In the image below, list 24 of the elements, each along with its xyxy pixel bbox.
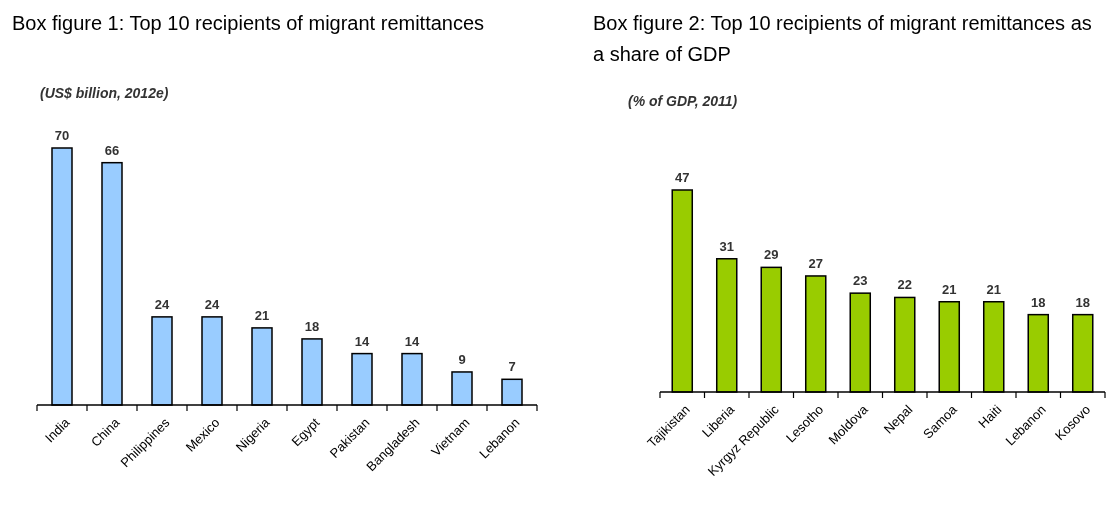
- data-label: 14: [404, 333, 420, 349]
- data-label: 66: [104, 142, 120, 158]
- chart-subtitle: (% of GDP, 2011): [628, 93, 738, 109]
- data-label: 29: [764, 247, 779, 263]
- data-label: 21: [254, 307, 270, 323]
- data-label: 47: [675, 170, 690, 185]
- data-label: 31: [719, 238, 734, 254]
- data-label: 21: [986, 281, 1001, 297]
- data-label: 22: [897, 277, 912, 293]
- data-label: 9: [458, 351, 466, 367]
- data-label: 70: [54, 128, 70, 143]
- data-label: 7: [508, 359, 516, 375]
- chart-title: Box figure 2: Top 10 recipients of migrant remittances as a share of GDP: [593, 12, 1092, 65]
- data-label: 21: [942, 281, 957, 297]
- data-label: 24: [154, 296, 170, 312]
- data-label: 18: [304, 318, 320, 334]
- data-label: 18: [1031, 294, 1046, 310]
- data-label: 18: [1075, 294, 1090, 310]
- data-label: 27: [808, 255, 823, 271]
- chart-subtitle: (US$ billion, 2012e): [40, 85, 169, 101]
- data-label: 24: [204, 296, 220, 312]
- chart-title: Box figure 1: Top 10 recipients of migrant remittances: [12, 12, 485, 34]
- data-label: 14: [354, 333, 370, 349]
- data-label: 23: [853, 273, 868, 289]
